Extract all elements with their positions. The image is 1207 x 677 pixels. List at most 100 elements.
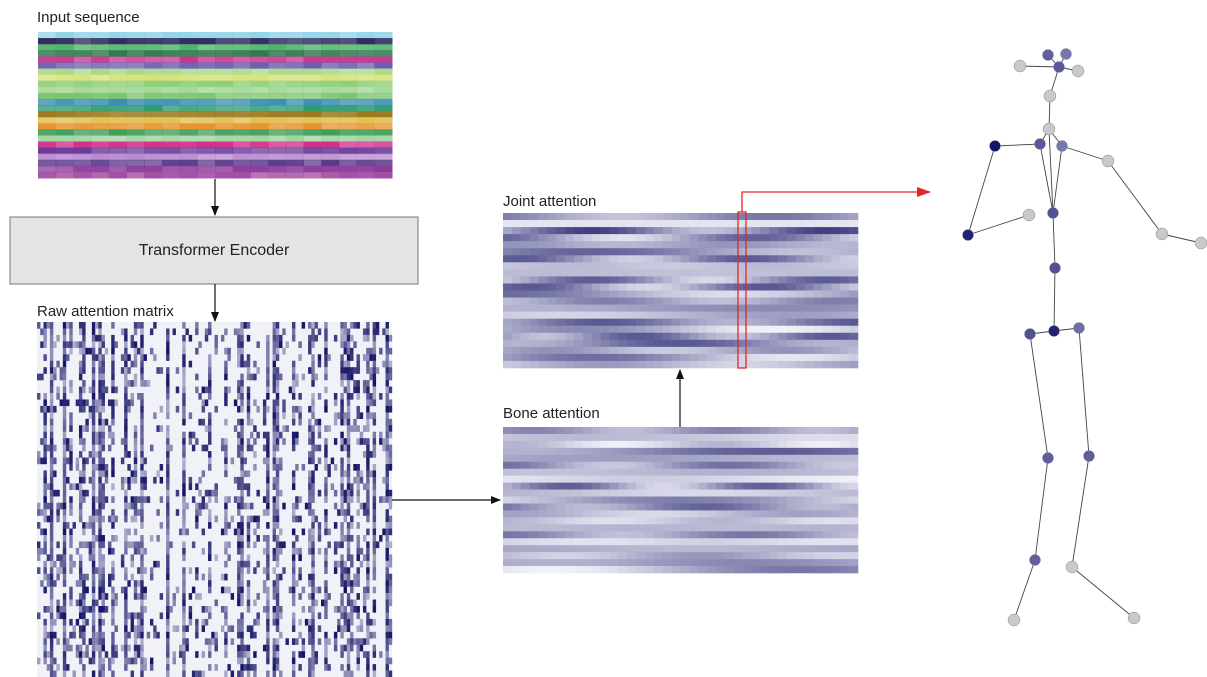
joint-cell (778, 305, 787, 312)
raw-cell (240, 645, 243, 652)
input-cell (339, 81, 357, 88)
raw-cell (98, 464, 101, 471)
joint-cell (618, 361, 627, 368)
raw-cell (182, 361, 185, 368)
input-cell (339, 87, 357, 94)
raw-cell (134, 451, 137, 458)
raw-cell (386, 387, 389, 394)
joint-cell (627, 248, 636, 255)
raw-cell (247, 580, 250, 587)
joint-cell (698, 248, 707, 255)
raw-cell (357, 322, 360, 329)
raw-cell (140, 432, 143, 439)
raw-cell (95, 438, 98, 445)
raw-cell (340, 567, 343, 574)
input-cell (38, 38, 56, 45)
raw-cell (50, 354, 53, 361)
joint-cell (778, 227, 787, 234)
input-cell (56, 32, 74, 39)
raw-cell (40, 548, 43, 555)
raw-cell (350, 374, 353, 381)
bone-cell (689, 545, 698, 552)
input-cell (109, 105, 127, 112)
raw-cell (43, 483, 46, 490)
joint-cell (805, 255, 814, 262)
bone-cell (583, 434, 592, 441)
bone-cell (743, 524, 752, 531)
raw-cell (366, 419, 369, 426)
raw-cell (324, 464, 327, 471)
bone-cell (760, 517, 769, 524)
joint-cell (698, 361, 707, 368)
raw-cell (273, 567, 276, 574)
joint-cell (672, 227, 681, 234)
raw-cell (92, 470, 95, 477)
bone-cell (539, 462, 548, 469)
raw-cell (334, 561, 337, 568)
raw-cell (173, 651, 176, 658)
raw-cell (240, 632, 243, 639)
raw-cell (308, 541, 311, 548)
input-cell (321, 142, 339, 149)
raw-cell (92, 612, 95, 619)
bone-cell (823, 524, 832, 531)
bone-cell (805, 545, 814, 552)
bone-cell (645, 517, 654, 524)
input-cell (233, 44, 251, 51)
raw-cell (166, 374, 169, 381)
raw-cell (224, 619, 227, 626)
raw-cell (224, 529, 227, 536)
raw-cell (240, 574, 243, 581)
raw-cell (227, 354, 230, 361)
bone-cell (849, 497, 858, 504)
raw-cell (340, 361, 343, 368)
joint-cell (645, 262, 654, 269)
bone-cell (556, 545, 565, 552)
bone-cell (725, 545, 734, 552)
raw-cell (379, 432, 382, 439)
joint-cell (805, 213, 814, 220)
bone-cell (601, 455, 610, 462)
joint-cell (565, 262, 574, 269)
raw-cell (179, 651, 182, 658)
joint-cell (796, 234, 805, 241)
raw-cell (327, 664, 330, 671)
joint-cell (592, 227, 601, 234)
bone-cell (734, 427, 743, 434)
raw-cell (92, 516, 95, 523)
bone-cell (849, 566, 858, 573)
bone-cell (521, 497, 530, 504)
raw-cell (324, 490, 327, 497)
raw-cell (386, 664, 389, 671)
joint-cell (592, 255, 601, 262)
raw-cell (182, 548, 185, 555)
input-cell (56, 111, 74, 118)
raw-cell (389, 580, 392, 587)
bone-cell (805, 455, 814, 462)
raw-cell (386, 651, 389, 658)
input-cell (91, 38, 109, 45)
bone-cell (831, 455, 840, 462)
raw-cell (198, 671, 201, 677)
bone-cell (769, 545, 778, 552)
joint-cell (760, 269, 769, 276)
raw-cell (373, 529, 376, 536)
raw-cell (69, 567, 72, 574)
joint-cell (592, 262, 601, 269)
joint-cell (654, 269, 663, 276)
input-cell (304, 117, 322, 124)
bone-cell (778, 559, 787, 566)
bone-cell (627, 448, 636, 455)
joint-cell (707, 319, 716, 326)
joint-cell (823, 319, 832, 326)
joint-cell (778, 326, 787, 333)
raw-cell (50, 645, 53, 652)
raw-cell (224, 470, 227, 477)
raw-cell (273, 612, 276, 619)
joint-cell (663, 326, 672, 333)
joint-cell (530, 291, 539, 298)
joint-cell (547, 269, 556, 276)
raw-cell (279, 490, 282, 497)
joint-cell (743, 213, 752, 220)
raw-cell (82, 625, 85, 632)
